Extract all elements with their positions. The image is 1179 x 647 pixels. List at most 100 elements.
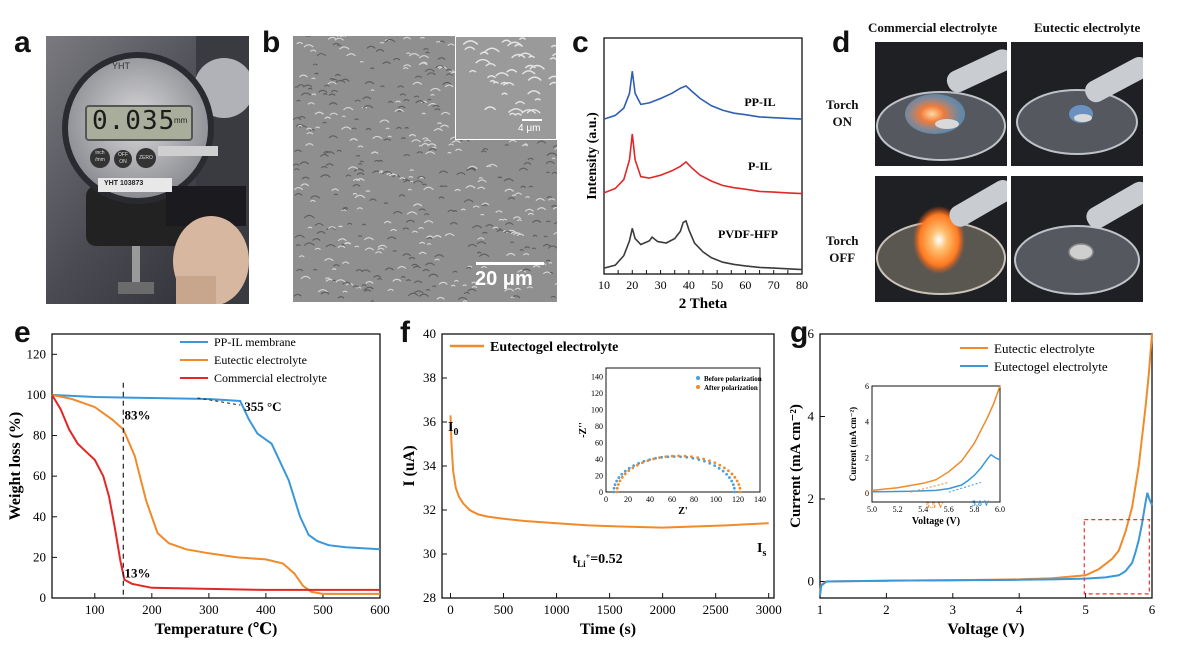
tga-y-axis-label: Weight loss (%) [7, 412, 24, 520]
sem-scale-bar [476, 262, 544, 265]
sem-feature [354, 118, 359, 121]
sem-feature [432, 146, 437, 149]
tga-series-line [51, 393, 381, 551]
sem-feature [337, 245, 346, 249]
sem-feature [547, 245, 557, 249]
sem-inset-feature [550, 44, 556, 48]
sem-feature [373, 275, 382, 278]
sem-feature [298, 255, 305, 258]
polar-y-tick-label: 30 [423, 546, 436, 561]
lsv-x-tick-label: 2 [883, 602, 890, 617]
sem-feature [517, 269, 527, 273]
sem-feature [450, 284, 456, 287]
sem-feature [395, 126, 402, 130]
sem-feature [416, 151, 423, 154]
xrd-series-pp-il [603, 71, 803, 120]
lsv-inset-tangent-eutectogel [948, 481, 981, 493]
nyquist-x-tick-label: 20 [624, 495, 632, 504]
sem-feature [314, 222, 324, 227]
sem-inset-feature [551, 52, 556, 57]
sem-feature [546, 196, 553, 199]
polar-y-axis-label: I (uA) [401, 445, 418, 486]
sem-feature [433, 235, 442, 238]
nyquist-y-tick-label: 120 [591, 389, 603, 398]
nyquist-point [658, 456, 661, 460]
nyquist-point [615, 486, 619, 490]
sem-feature [314, 72, 319, 75]
sem-feature [392, 210, 403, 215]
plot-frame [819, 333, 1153, 599]
sem-feature [548, 262, 553, 264]
tga-legend-label: Eutectic electrolyte [214, 353, 307, 367]
sem-feature [379, 119, 390, 123]
sem-feature [392, 278, 402, 282]
sem-feature [439, 185, 445, 188]
sem-feature [328, 135, 338, 139]
sem-feature [362, 96, 372, 100]
sem-feature [422, 183, 427, 186]
sem-feature [299, 74, 308, 78]
sem-feature [357, 235, 363, 238]
sem-feature [295, 244, 301, 247]
nyquist-point [623, 469, 627, 473]
polar-tli-sub: Li [577, 559, 586, 569]
sem-feature [341, 243, 346, 246]
sem-feature [467, 243, 477, 248]
sem-feature [370, 89, 375, 92]
sem-feature [440, 124, 449, 128]
panel-label-c: c [572, 26, 589, 59]
nyquist-point [703, 459, 706, 463]
nyquist-point [725, 472, 728, 476]
sem-feature [356, 207, 364, 210]
sem-feature [548, 198, 556, 201]
sem-feature [411, 263, 419, 267]
polar-tli-sup: + [586, 552, 591, 561]
sem-feature [419, 241, 426, 245]
sem-feature [361, 284, 367, 287]
nyquist-point [738, 486, 742, 490]
sem-feature [312, 63, 318, 66]
sem-feature [447, 151, 452, 154]
sem-feature [520, 185, 527, 188]
lsv-y-axis-label: Current (mA cm⁻²) [788, 404, 804, 528]
sem-inset-feature [534, 98, 542, 101]
nyquist-x-tick-label: 40 [646, 495, 654, 504]
sem-feature [400, 276, 406, 279]
sem-feature [347, 166, 359, 170]
nyquist-point [713, 461, 717, 465]
sem-feature [330, 89, 338, 93]
nyquist-point [733, 475, 737, 479]
gauge-reading: 0.035 [92, 106, 176, 136]
nyquist-point [612, 490, 616, 494]
xrd-x-tick-label: 40 [683, 278, 695, 292]
sem-feature [383, 138, 392, 142]
sem-feature [384, 39, 396, 43]
sem-feature [303, 214, 315, 219]
sem-feature [402, 253, 411, 257]
sem-feature [361, 269, 371, 273]
nyquist-x-tick-label: 140 [754, 495, 766, 504]
sem-feature [465, 185, 476, 189]
sem-feature [354, 99, 361, 102]
sem-feature [390, 228, 397, 232]
sem-feature [412, 81, 423, 86]
sem-feature [378, 171, 383, 174]
nyquist-point [620, 472, 624, 476]
polar-y-tick-label: 38 [423, 370, 436, 385]
sem-feature [346, 53, 356, 57]
tga-y-tick-label: 80 [33, 428, 46, 443]
sem-inset-feature [508, 108, 524, 114]
sem-feature [506, 252, 516, 257]
lsv-inset-y-tick-label: 0 [865, 489, 869, 498]
panel-label-g: g [790, 316, 809, 349]
sem-feature [551, 204, 557, 208]
sem-feature [487, 163, 498, 168]
polar-x-tick-label: 500 [494, 602, 514, 617]
sem-feature [309, 128, 315, 132]
sem-feature [476, 241, 487, 245]
sem-feature [551, 171, 557, 175]
lsv-inset-x-axis-label: Voltage (V) [912, 516, 960, 527]
sem-feature [305, 36, 311, 38]
sem-feature [478, 177, 484, 180]
sem-feature [342, 290, 348, 293]
